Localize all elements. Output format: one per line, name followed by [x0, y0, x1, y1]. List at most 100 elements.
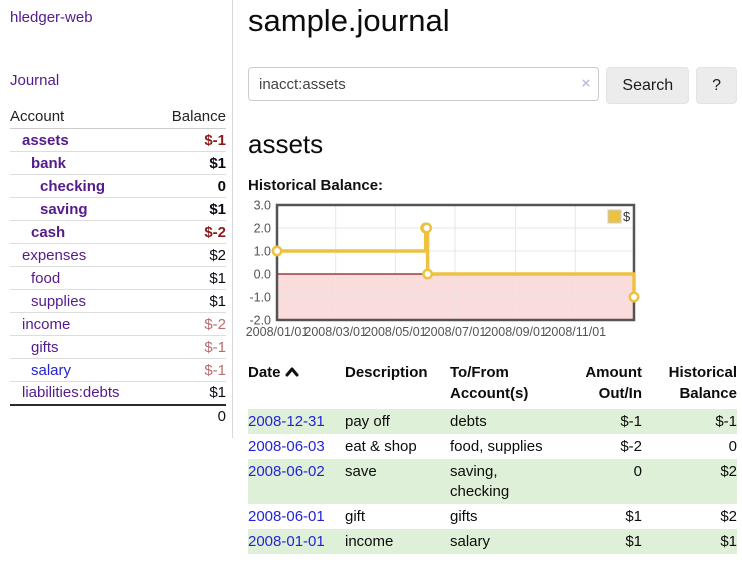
y-tick-label: -1.0 [249, 291, 271, 305]
sort-ascending-icon [285, 367, 299, 377]
register-col-date[interactable]: Date [248, 362, 345, 409]
account-balance: $1 [154, 381, 226, 405]
chart-border [275, 203, 636, 322]
account-link-liabilities-debts[interactable]: liabilities:debts [22, 384, 120, 402]
account-cell: supplies [10, 289, 155, 313]
register-col-balance: Historical Balance [668, 364, 737, 402]
account-link-expenses[interactable]: expenses [22, 246, 87, 264]
account-balance: 0 [154, 174, 226, 198]
data-point-marker [628, 291, 640, 303]
account-cell: assets [10, 128, 155, 152]
account-link-salary[interactable]: salary [31, 361, 72, 379]
account-row: income $-2 [10, 312, 226, 336]
account-row: checking 0 [10, 174, 226, 198]
account-cell: cash [10, 220, 155, 244]
search-input[interactable] [248, 67, 600, 101]
register-col-description: Description [345, 364, 428, 381]
account-balance: $-1 [154, 358, 226, 382]
register-row: 2008-06-03 eat & shop food, supplies $-2 0 [248, 434, 737, 459]
account-row: gifts $-1 [10, 335, 226, 359]
register-row: 2008-06-01 gift gifts $1 $2 [248, 504, 737, 529]
account-link-cash[interactable]: cash [31, 223, 66, 241]
register-date-cell: 2008-01-01 [248, 529, 345, 554]
x-tick-label: 2008/01/01 [246, 325, 309, 339]
transaction-date-link[interactable]: 2008-06-03 [248, 438, 325, 455]
transaction-date-link[interactable]: 2008-01-01 [248, 533, 325, 550]
account-row: supplies $1 [10, 289, 226, 313]
register-date-cell: 2008-06-01 [248, 504, 345, 529]
sidebar-item-journal[interactable]: Journal [10, 72, 60, 89]
account-balance: $-1 [154, 335, 226, 359]
main-content: sample.journal × Search ? assets Histori… [246, 0, 737, 554]
account-row: bank $1 [10, 151, 226, 175]
register-amount: $-1 [620, 413, 642, 430]
search-button[interactable]: Search [606, 67, 690, 104]
chart-label: Historical Balance: [248, 177, 384, 194]
register-description: save [345, 463, 377, 480]
account-link-food[interactable]: food [31, 269, 61, 287]
account-row: food $1 [10, 266, 226, 290]
brand-link[interactable]: hledger-web [10, 9, 93, 26]
data-point-marker [422, 268, 434, 280]
account-row: liabilities:debts $1 [10, 381, 226, 405]
account-row: expenses $2 [10, 243, 226, 267]
accounts-col-account: Account [10, 106, 155, 129]
x-tick-label: 2008/05/01 [364, 325, 427, 339]
page-title: sample.journal [248, 3, 450, 38]
transaction-date-link[interactable]: 2008-06-01 [248, 508, 325, 525]
search-help-button[interactable]: ? [696, 67, 737, 104]
register-accounts: gifts [450, 508, 478, 525]
transaction-date-link[interactable]: 2008-12-31 [248, 413, 325, 430]
accounts-col-balance: Balance [154, 106, 226, 129]
clear-search-icon[interactable]: × [581, 75, 591, 92]
register-description: gift [345, 508, 366, 525]
register-balance: $1 [720, 533, 737, 550]
register-row: 2008-12-31 pay off debts $-1 $-1 [248, 409, 737, 434]
account-link-supplies[interactable]: supplies [31, 292, 87, 310]
y-tick-label: 0.0 [254, 268, 271, 282]
account-link-income[interactable]: income [22, 315, 71, 333]
register-col-accounts: To/From Account(s) [450, 364, 529, 402]
account-cell: checking [10, 174, 155, 198]
account-link-assets[interactable]: assets [22, 131, 69, 149]
account-balance: $-1 [154, 128, 226, 152]
account-balance: $-2 [154, 312, 226, 336]
account-cell: liabilities:debts [10, 381, 155, 405]
account-link-gifts[interactable]: gifts [31, 338, 59, 356]
y-tick-label: 2.0 [254, 222, 271, 236]
x-tick-label: 2008/07/01 [424, 325, 487, 339]
register-row: 2008-01-01 income salary $1 $1 [248, 529, 737, 554]
sidebar: hledger-web Journal Account Balance asse… [0, 0, 233, 438]
accounts-total-value: 0 [154, 403, 226, 428]
register-accounts: salary [450, 533, 491, 550]
account-cell: saving [10, 197, 155, 221]
data-point-marker [421, 222, 433, 234]
accounts-total-spacer [10, 403, 155, 428]
account-heading: assets [248, 129, 324, 159]
y-tick-label: 1.0 [254, 245, 271, 259]
y-tick-label: -2.0 [249, 314, 271, 328]
transaction-date-link[interactable]: 2008-06-02 [248, 463, 325, 480]
accounts-table: Account Balance assets $-1 bank $1 checking 0… [10, 106, 226, 428]
account-balance: $-2 [154, 220, 226, 244]
account-cell: food [10, 266, 155, 290]
account-row: cash $-2 [10, 220, 226, 244]
register-description: income [345, 533, 394, 550]
account-link-checking[interactable]: checking [40, 177, 106, 195]
account-link-bank[interactable]: bank [31, 154, 67, 172]
register-row: 2008-06-02 save saving, checking 0 $2 [248, 459, 737, 504]
account-balance: $1 [154, 266, 226, 290]
data-point-marker [271, 245, 283, 257]
register-amount: 0 [633, 463, 642, 480]
register-amount: $1 [625, 508, 642, 525]
register-amount: $-2 [620, 438, 642, 455]
account-balance: $2 [154, 243, 226, 267]
register-col-date-label: Date [248, 364, 281, 381]
register-balance: 0 [728, 438, 737, 455]
account-link-saving[interactable]: saving [40, 200, 88, 218]
register-accounts: saving, checking [450, 463, 510, 500]
register-col-amount: Amount Out/In [585, 364, 642, 402]
register-amount: $1 [625, 533, 642, 550]
register-description: pay off [345, 413, 390, 430]
register-balance: $2 [720, 463, 737, 480]
